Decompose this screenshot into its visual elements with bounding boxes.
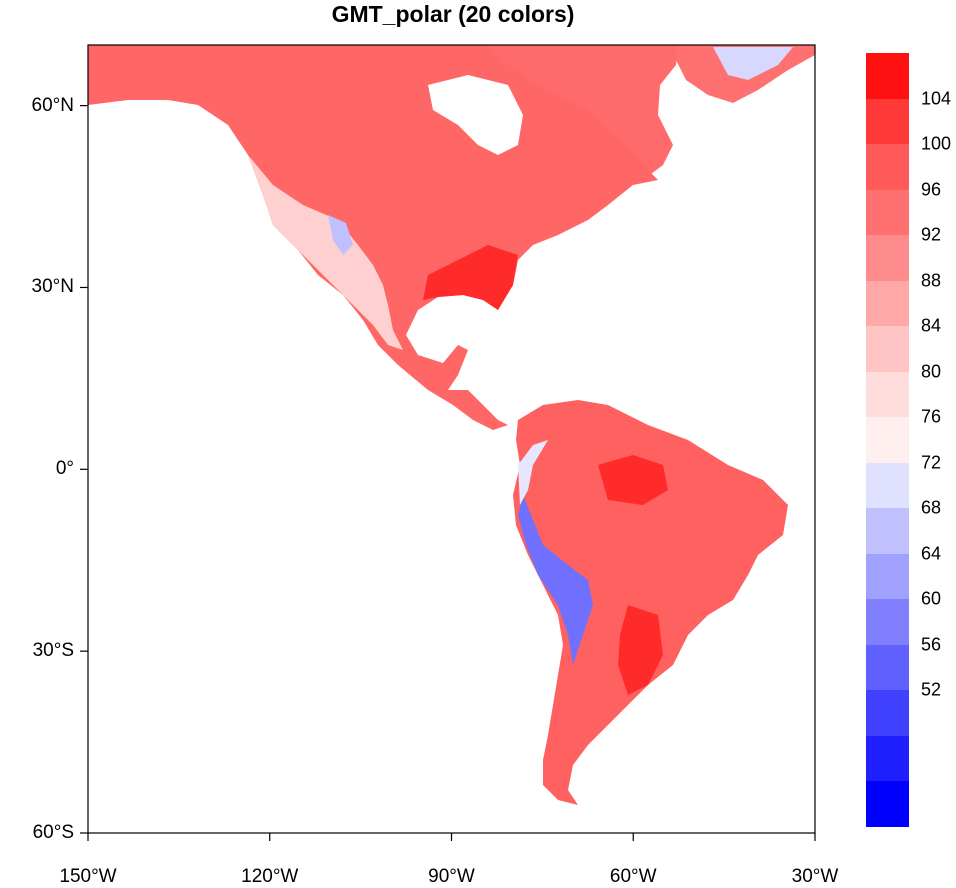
colorbar-swatch (866, 53, 909, 100)
lon-tick-label: 90°W (428, 866, 475, 887)
map-plot (88, 45, 815, 805)
colorbar-label: 92 (921, 224, 942, 245)
colorbar-swatch (866, 371, 909, 418)
colorbar-label: 72 (921, 452, 942, 473)
north-america-landmass (88, 45, 815, 185)
colorbar-label: 84 (921, 315, 942, 336)
south-america-landmass (513, 400, 788, 805)
colorbar-swatch (866, 644, 909, 691)
lon-tick-label: 30°W (791, 866, 839, 887)
lon-tick-label: 150°W (59, 866, 117, 887)
lat-tick-label: 0° (55, 458, 74, 480)
colorbar-swatch (866, 144, 909, 191)
andes-edge (518, 440, 548, 505)
southeast-hot-region (423, 245, 518, 310)
colorbar-label: 64 (921, 543, 942, 564)
chaco-hot-region (618, 605, 663, 695)
colorbar-label: 80 (921, 361, 942, 382)
colorbar-swatch (866, 690, 909, 737)
rocky-mountains-blue (328, 215, 353, 255)
colorbar-swatch (866, 462, 909, 509)
colorbar-swatch (866, 735, 909, 782)
colorbar-label: 104 (921, 88, 952, 109)
colorbar-swatch (866, 235, 909, 282)
lon-tick-label: 120°W (241, 866, 299, 887)
colorbar-label: 56 (921, 634, 942, 655)
andes-blue (518, 495, 593, 665)
map-border (87, 44, 816, 834)
chart-title: GMT_polar (20 colors) (331, 1, 575, 27)
colorbar-label: 52 (921, 679, 942, 700)
colorbar-swatch (866, 326, 909, 373)
colorbar-swatch (866, 280, 909, 327)
colorbar-swatch (866, 781, 909, 828)
colorbar-label: 68 (921, 497, 942, 518)
colorbar (866, 53, 909, 828)
colorbar-swatch (866, 98, 909, 145)
greenland-ice (713, 47, 793, 80)
colorbar-label: 100 (921, 133, 952, 154)
lon-tick-label: 60°W (609, 866, 657, 887)
colorbar-label: 96 (921, 179, 942, 200)
lat-tick-label: 60°N (31, 94, 74, 116)
colorbar-swatch (866, 508, 909, 555)
western-mountains (248, 155, 403, 350)
lat-tick-label: 30°N (31, 276, 74, 298)
colorbar-swatch (866, 417, 909, 464)
colorbar-label: 76 (921, 406, 942, 427)
lat-tick-label: 30°S (32, 640, 74, 662)
colorbar-swatch (866, 599, 909, 646)
amazon-hot-region (598, 455, 668, 505)
lat-tick-label: 60°S (32, 822, 74, 843)
colorbar-swatch (866, 553, 909, 600)
colorbar-label: 88 (921, 270, 942, 291)
colorbar-label: 60 (921, 588, 942, 609)
hudson-bay (428, 75, 523, 155)
colorbar-swatch (866, 189, 909, 236)
